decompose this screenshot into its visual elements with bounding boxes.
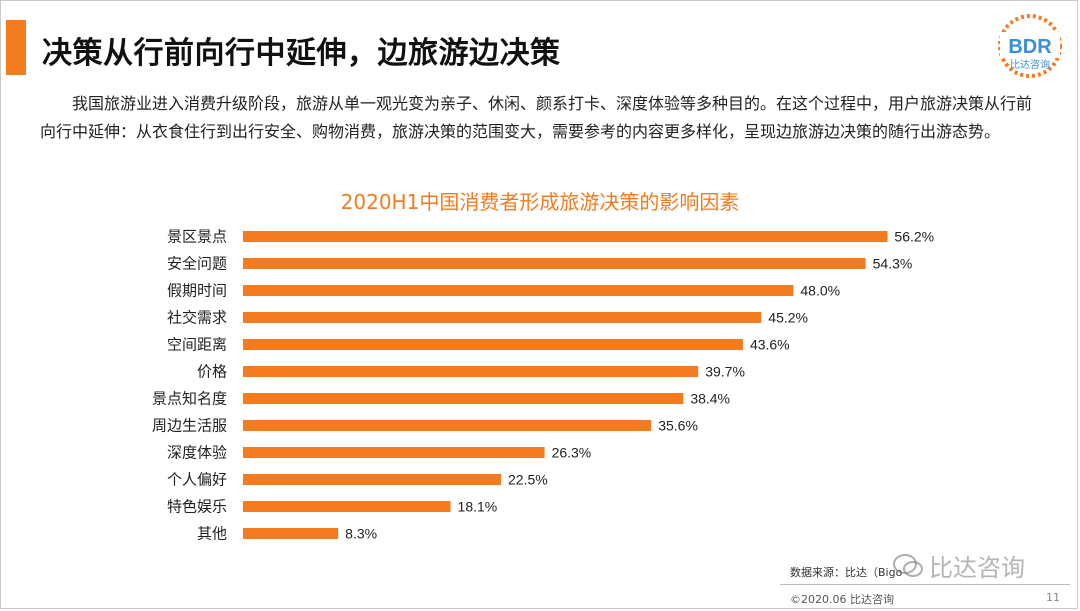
category-label-4: 空间距离 bbox=[167, 336, 227, 354]
bar-4 bbox=[243, 339, 743, 350]
value-label-11: 8.3% bbox=[345, 526, 377, 542]
bar-1 bbox=[243, 258, 866, 269]
logo-text: BDR bbox=[1008, 36, 1052, 58]
value-label-5: 39.7% bbox=[705, 364, 745, 380]
category-label-8: 深度体验 bbox=[167, 444, 227, 462]
category-label-7: 周边生活服 bbox=[152, 417, 227, 435]
copyright: ©2020.06 比达咨询 bbox=[790, 593, 894, 606]
page-number: 11 bbox=[1046, 591, 1060, 604]
value-label-6: 38.4% bbox=[690, 391, 730, 407]
bar-11 bbox=[243, 528, 339, 539]
chart-title: 2020H1中国消费者形成旅游决策的影响因素 bbox=[340, 190, 740, 214]
category-label-2: 假期时间 bbox=[167, 282, 227, 300]
value-label-7: 35.6% bbox=[658, 418, 698, 434]
value-label-8: 26.3% bbox=[552, 445, 592, 461]
bar-0 bbox=[243, 231, 888, 242]
value-label-9: 22.5% bbox=[508, 472, 548, 488]
data-source: 数据来源：比达（Bigo bbox=[790, 566, 903, 579]
value-label-3: 45.2% bbox=[768, 310, 808, 326]
bar-8 bbox=[243, 447, 545, 458]
bar-7 bbox=[243, 420, 652, 431]
category-label-5: 价格 bbox=[197, 363, 227, 381]
logo-subtext: 比达咨询 bbox=[1010, 58, 1050, 71]
category-label-1: 安全问题 bbox=[167, 255, 227, 273]
intro-paragraph: 我国旅游业进入消费升级阶段，旅游从单一观光变为亲子、休闲、颜系打卡、深度体验等多… bbox=[40, 94, 1033, 141]
bar-3 bbox=[243, 312, 762, 323]
category-label-6: 景点知名度 bbox=[152, 390, 227, 408]
bar-2 bbox=[243, 285, 794, 296]
category-label-9: 个人偏好 bbox=[167, 471, 227, 489]
title-accent-bar bbox=[6, 20, 26, 75]
watermark: 比达咨询 bbox=[893, 548, 1025, 583]
bar-5 bbox=[243, 366, 699, 377]
page-title: 决策从行前向行中延伸，边旅游边决策 bbox=[42, 36, 561, 71]
wechat-icon bbox=[893, 553, 923, 577]
value-label-4: 43.6% bbox=[750, 337, 790, 353]
category-label-10: 特色娱乐 bbox=[167, 498, 227, 516]
category-label-0: 景区景点 bbox=[167, 228, 227, 246]
value-label-2: 48.0% bbox=[800, 283, 840, 299]
category-label-3: 社交需求 bbox=[167, 309, 227, 327]
value-label-0: 56.2% bbox=[894, 229, 934, 245]
bar-6 bbox=[243, 393, 684, 404]
value-label-10: 18.1% bbox=[458, 499, 498, 515]
category-label-11: 其他 bbox=[197, 525, 227, 543]
bar-9 bbox=[243, 474, 501, 485]
bar-10 bbox=[243, 501, 451, 512]
bdr-logo: BDR 比达咨询 bbox=[998, 14, 1062, 78]
footer-divider bbox=[780, 584, 1070, 585]
value-label-1: 54.3% bbox=[873, 256, 913, 272]
watermark-text: 比达咨询 bbox=[929, 554, 1025, 582]
